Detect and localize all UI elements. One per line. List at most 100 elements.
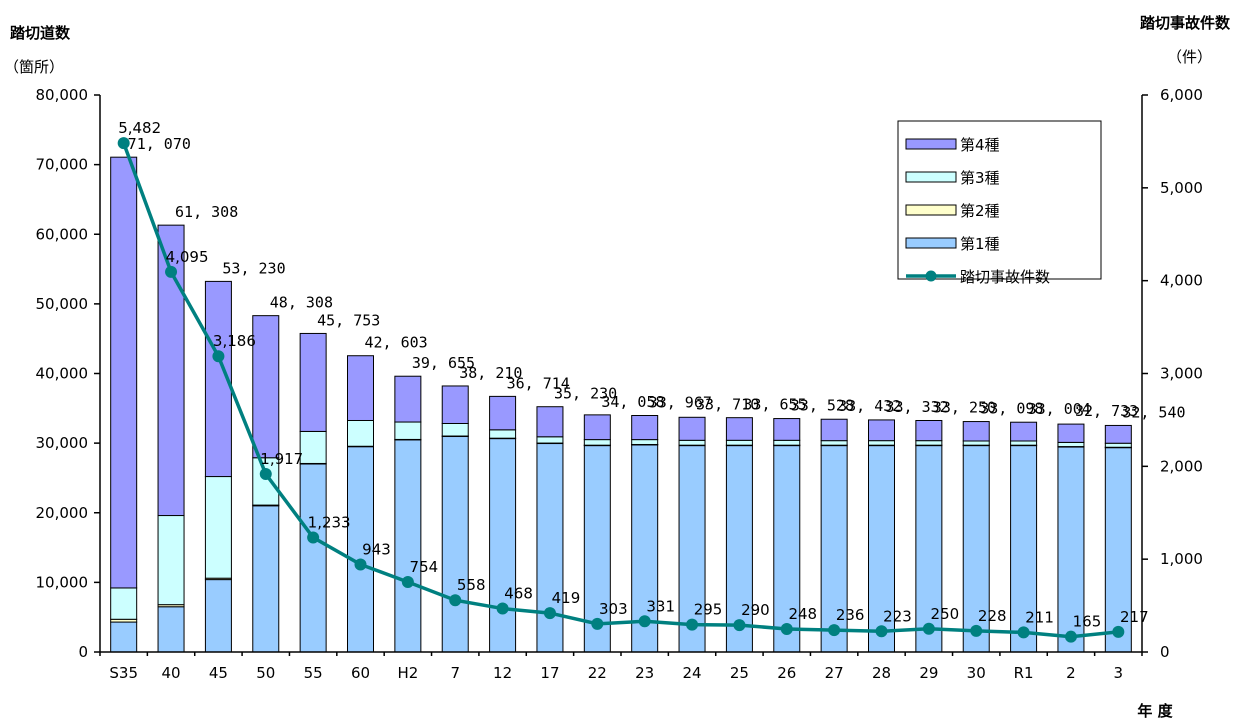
bar-type4 (299, 332, 327, 432)
accident-point (401, 576, 414, 589)
legend-label: 踏切事故件数 (960, 268, 1050, 286)
accident-value-label: 1,233 (308, 514, 351, 532)
y-left-tick-label: 60,000 (36, 225, 89, 243)
legend-swatch (905, 138, 957, 150)
bar-type3 (489, 429, 517, 439)
y-left-tick-label: 70,000 (36, 156, 89, 174)
bar-type4 (252, 315, 280, 459)
x-axis-title: 年 度 (1137, 702, 1173, 720)
bar-type1 (583, 444, 611, 653)
accident-value-label: 303 (599, 600, 628, 618)
bar-total-label: 32, 733 (1075, 402, 1138, 420)
x-tick-label: H2 (397, 664, 418, 682)
accident-value-label: 1,917 (260, 450, 303, 468)
legend-label: 第3種 (960, 169, 1000, 187)
bar-type1 (1057, 446, 1085, 653)
x-tick-label: 22 (588, 664, 607, 682)
x-tick-label: 45 (209, 664, 228, 682)
bar-total-label: 61, 308 (175, 203, 238, 221)
accident-point (117, 137, 130, 150)
legend-marker (925, 270, 937, 282)
accident-value-label: 228 (978, 607, 1007, 625)
bar-type3 (583, 439, 611, 446)
accident-value-label: 250 (931, 605, 960, 623)
x-tick-label: 55 (304, 664, 323, 682)
accident-point (686, 618, 699, 631)
bar-type1 (110, 621, 138, 653)
y-right-tick-label: 6,000 (1160, 86, 1203, 104)
y-left-tick-label: 50,000 (36, 295, 89, 313)
bar-type4 (583, 414, 611, 441)
accident-point (496, 602, 509, 615)
bar-type3 (252, 457, 280, 506)
bar-total-label: 33, 528 (791, 397, 854, 415)
bar-type1 (489, 437, 517, 653)
bar-total-label: 33, 004 (1028, 400, 1091, 418)
bar-total-label: 34, 058 (601, 393, 664, 411)
accident-point (307, 531, 320, 544)
x-tick-label: 2 (1066, 664, 1076, 682)
bar-type1 (678, 444, 706, 653)
accident-point (543, 607, 556, 620)
accident-point (875, 625, 888, 638)
bar-total-label: 38, 210 (459, 364, 522, 382)
bar-type1 (394, 439, 422, 653)
accident-value-label: 165 (1073, 613, 1102, 631)
y-right-tick-label: 3,000 (1160, 365, 1203, 383)
bar-type3 (678, 439, 706, 446)
x-tick-label: 27 (825, 664, 844, 682)
x-tick-label: 7 (450, 664, 460, 682)
bar-type1 (868, 444, 895, 653)
bar-type3 (915, 440, 943, 446)
accident-value-label: 223 (883, 607, 912, 625)
bar-type4 (347, 355, 374, 421)
bar-type3 (631, 439, 659, 445)
bar-type4 (1057, 423, 1085, 443)
bar-total-label: 33, 250 (933, 398, 996, 416)
accident-point (780, 622, 793, 635)
x-tick-label: 23 (635, 664, 654, 682)
legend-swatch (905, 171, 957, 183)
accident-point (259, 468, 272, 481)
x-tick-label: 40 (161, 664, 180, 682)
accident-value-label: 754 (410, 558, 439, 576)
accident-point (922, 622, 935, 635)
accident-point (591, 617, 604, 630)
x-tick-label: 24 (682, 664, 701, 682)
bar-total-label: 39, 655 (412, 354, 475, 372)
bar-type4 (773, 418, 801, 441)
bar-type1 (915, 444, 943, 653)
bar-type4 (631, 415, 659, 441)
x-tick-label: 60 (351, 664, 370, 682)
accident-value-label: 295 (694, 601, 723, 619)
bar-type3 (1057, 441, 1085, 448)
accident-point (733, 619, 746, 632)
accident-value-label: 943 (362, 540, 391, 558)
x-tick-label: 28 (872, 664, 891, 682)
bar-type1 (725, 444, 753, 653)
bar-type1 (299, 463, 327, 653)
accident-value-label: 290 (741, 601, 770, 619)
accident-value-label: 211 (1025, 608, 1054, 626)
bar-type1 (252, 505, 280, 653)
bar-type4 (110, 156, 138, 589)
bar-type3 (1104, 442, 1132, 448)
x-tick-label: 17 (540, 664, 559, 682)
x-tick-label: 30 (967, 664, 986, 682)
accident-value-label: 236 (836, 606, 865, 624)
bar-type1 (157, 606, 185, 653)
x-tick-label: 12 (493, 664, 512, 682)
bar-type4 (536, 406, 564, 438)
bar-type3 (1010, 440, 1038, 446)
accident-line (122, 142, 1119, 639)
bar-type1 (1104, 446, 1132, 653)
legend-label: 第1種 (960, 235, 1000, 253)
bar-total-label: 33, 967 (649, 394, 712, 412)
bar-type1 (204, 579, 232, 653)
x-tick-label: S35 (109, 664, 138, 682)
bar-total-label: 33, 710 (696, 395, 759, 413)
accident-point (970, 624, 983, 637)
accident-point (354, 558, 367, 571)
x-tick-label: 25 (730, 664, 749, 682)
